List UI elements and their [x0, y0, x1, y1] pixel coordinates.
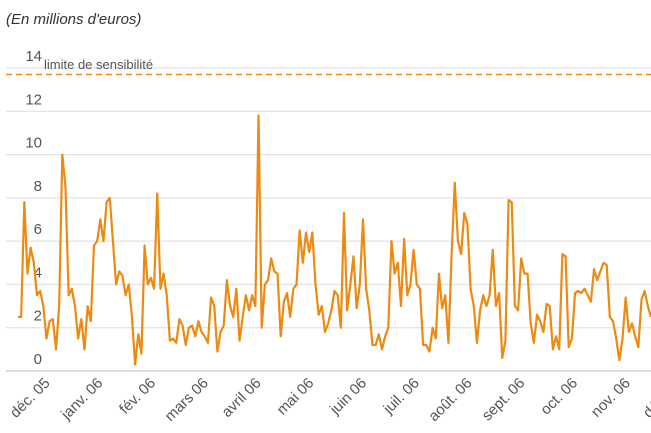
threshold-label: limite de sensibilité — [44, 57, 153, 72]
x-tick-label: juil. 06 — [379, 375, 422, 418]
data-line — [18, 114, 651, 366]
x-tick-label: juin 06 — [326, 375, 370, 419]
x-tick-label: mai 06 — [274, 375, 318, 419]
x-tick-label: oct. 06 — [537, 375, 581, 419]
y-tick-label: 6 — [34, 221, 42, 238]
x-tick-label: avril 06 — [218, 375, 264, 421]
x-tick-label: sept. 06 — [479, 375, 529, 425]
x-tick-label: déc. 06 — [640, 375, 651, 422]
y-tick-label: 10 — [25, 135, 42, 152]
y-tick-label: 2 — [34, 308, 42, 325]
x-tick-label: nov. 06 — [588, 375, 634, 421]
chart-subtitle: (En millions d'euros) — [6, 11, 141, 28]
y-tick-label: 8 — [34, 178, 42, 195]
x-tick-label: mars 06 — [162, 375, 212, 425]
y-tick-label: 4 — [34, 264, 42, 281]
x-tick-label: fév. 06 — [116, 375, 159, 418]
x-tick-label: déc. 05 — [7, 375, 54, 422]
y-tick-label: 14 — [25, 48, 42, 65]
x-tick-label: août. 06 — [425, 375, 475, 425]
y-tick-label: 0 — [34, 351, 42, 368]
y-tick-label: 12 — [25, 91, 42, 108]
x-tick-label: janv. 06 — [57, 375, 106, 424]
